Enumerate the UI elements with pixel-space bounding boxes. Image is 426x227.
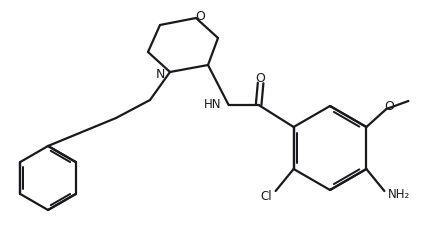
Text: O: O [195,10,205,24]
Text: O: O [256,72,265,84]
Text: N: N [155,67,165,81]
Text: NH₂: NH₂ [389,188,411,202]
Text: O: O [384,101,394,114]
Text: HN: HN [204,99,222,111]
Text: Cl: Cl [260,190,272,202]
